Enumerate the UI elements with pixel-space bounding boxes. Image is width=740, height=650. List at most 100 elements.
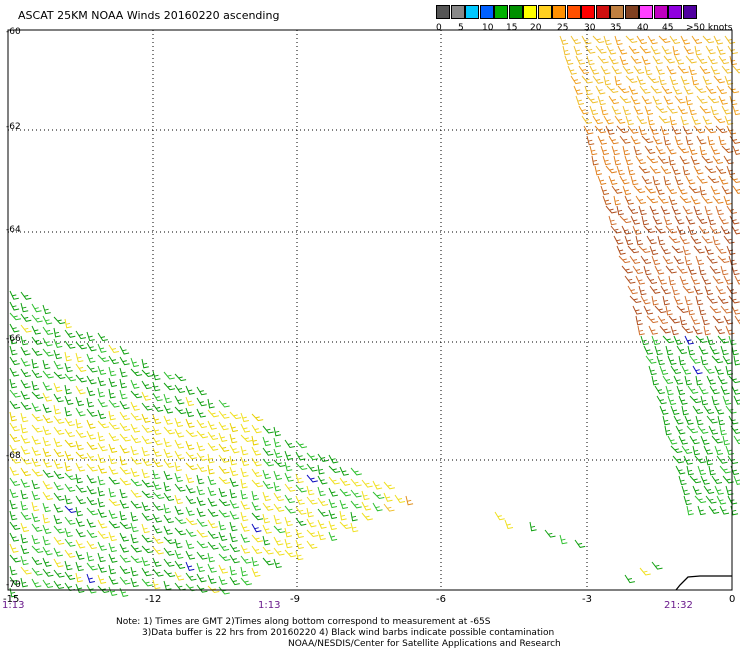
- wind-barb-icon: [652, 135, 663, 145]
- wind-barb-icon: [645, 355, 657, 364]
- wind-barb-icon: [714, 325, 725, 335]
- wind-barb-icon: [707, 175, 720, 184]
- wind-barb-icon: [659, 325, 671, 334]
- wind-barb-icon: [53, 459, 63, 469]
- wind-barb-icon: [75, 462, 86, 472]
- wind-barb-icon: [605, 125, 615, 135]
- wind-barb-icon: [229, 543, 240, 553]
- wind-barb-icon: [689, 475, 702, 484]
- legend-label: 15: [506, 23, 518, 33]
- wind-barb-icon: [636, 115, 647, 125]
- wind-barb-icon: [141, 490, 154, 499]
- wind-barb-icon: [726, 245, 736, 255]
- wind-barb-icon: [97, 354, 110, 363]
- wind-barb-icon: [668, 315, 680, 324]
- wind-barb-icon: [696, 55, 708, 64]
- wind-barb-icon: [646, 155, 659, 164]
- wind-barb-icon: [20, 291, 32, 300]
- wind-barb-icon: [671, 165, 681, 175]
- wind-barb-icon: [108, 476, 120, 485]
- wind-barb-icon: [328, 509, 338, 520]
- wind-barb-icon: [592, 35, 605, 44]
- wind-barb-icon: [617, 45, 628, 55]
- wind-barb-icon: [676, 265, 688, 274]
- wind-barb-icon: [86, 463, 98, 472]
- wind-barb-icon: [657, 235, 666, 246]
- wind-barb-icon: [185, 517, 198, 526]
- wind-barb-icon: [652, 95, 662, 105]
- wind-barb-icon: [130, 423, 141, 433]
- wind-barb-icon: [163, 558, 175, 567]
- wind-barb-icon: [119, 488, 128, 499]
- wind-barb-icon: [174, 549, 184, 559]
- wind-barb-icon: [141, 457, 153, 467]
- wind-barb-icon: [677, 145, 690, 154]
- wind-barb-icon: [643, 265, 652, 276]
- wind-barb-icon: [152, 535, 164, 544]
- wind-barb-icon: [686, 425, 699, 434]
- wind-barb-icon: [714, 445, 724, 456]
- wind-barb-icon: [207, 431, 219, 441]
- wind-barb-icon: [75, 539, 86, 549]
- wind-barb-icon: [240, 467, 249, 478]
- wind-barb-icon: [701, 275, 712, 285]
- wind-barb-icon: [97, 365, 107, 375]
- wind-barb-icon: [53, 547, 63, 557]
- wind-barb-icon: [284, 483, 296, 492]
- wind-barb-icon: [627, 165, 636, 176]
- wind-barb-icon: [641, 215, 649, 226]
- wind-barb-icon: [659, 365, 669, 375]
- wind-barb-icon: [328, 476, 340, 485]
- wind-barb-icon: [218, 399, 230, 408]
- wind-barb-icon: [130, 544, 142, 553]
- wind-barb-icon: [9, 477, 21, 487]
- wind-barb-icon: [665, 305, 673, 316]
- wind-barb-icon: [273, 503, 285, 512]
- wind-barb-icon: [729, 55, 737, 66]
- wind-barb-icon: [306, 474, 318, 483]
- wind-barb-icon: [711, 435, 723, 444]
- wind-barb-icon: [639, 567, 651, 576]
- wind-barb-icon: [715, 245, 727, 254]
- wind-barb-icon: [692, 445, 700, 456]
- wind-barb-icon: [262, 491, 271, 502]
- wind-barb-icon: [9, 543, 19, 553]
- wind-barb-icon: [675, 425, 686, 435]
- wind-barb-icon: [646, 235, 657, 245]
- wind-barb-icon: [42, 469, 54, 478]
- lon-label: -9: [290, 594, 300, 605]
- wind-barb-icon: [644, 105, 654, 116]
- wind-barb-icon: [727, 495, 738, 505]
- legend-swatch: [436, 5, 450, 19]
- wind-barb-icon: [108, 520, 120, 529]
- wind-barb-icon: [586, 95, 598, 104]
- wind-barb-icon: [262, 535, 271, 546]
- wind-barb-icon: [229, 532, 238, 543]
- wind-barb-icon: [708, 425, 719, 435]
- wind-barb-icon: [614, 115, 626, 124]
- wind-barb-icon: [709, 225, 720, 235]
- wind-barb-icon: [726, 165, 736, 176]
- wind-barb-icon: [688, 65, 697, 76]
- wind-barb-icon: [654, 225, 666, 234]
- wind-barb-icon: [97, 519, 108, 529]
- wind-barb-icon: [619, 95, 632, 104]
- wind-barb-icon: [108, 586, 118, 596]
- wind-barb-icon: [152, 579, 161, 590]
- wind-barb-icon: [31, 578, 42, 588]
- wind-barb-icon: [657, 195, 669, 204]
- wind-barb-icon: [218, 476, 231, 485]
- wind-barb-icon: [152, 370, 161, 381]
- wind-barb-icon: [152, 414, 162, 425]
- wind-barb-icon: [704, 285, 713, 296]
- wind-barb-icon: [20, 434, 31, 444]
- wind-barb-icon: [647, 35, 658, 45]
- wind-barb-icon: [611, 65, 622, 75]
- wind-barb-icon: [174, 472, 183, 483]
- wind-barb-icon: [97, 585, 110, 594]
- wind-barb-icon: [703, 405, 715, 415]
- wind-barb-icon: [31, 325, 41, 335]
- lon-label: 0: [729, 594, 736, 605]
- wind-barb-icon: [720, 385, 730, 395]
- wind-barb-icon: [240, 478, 248, 489]
